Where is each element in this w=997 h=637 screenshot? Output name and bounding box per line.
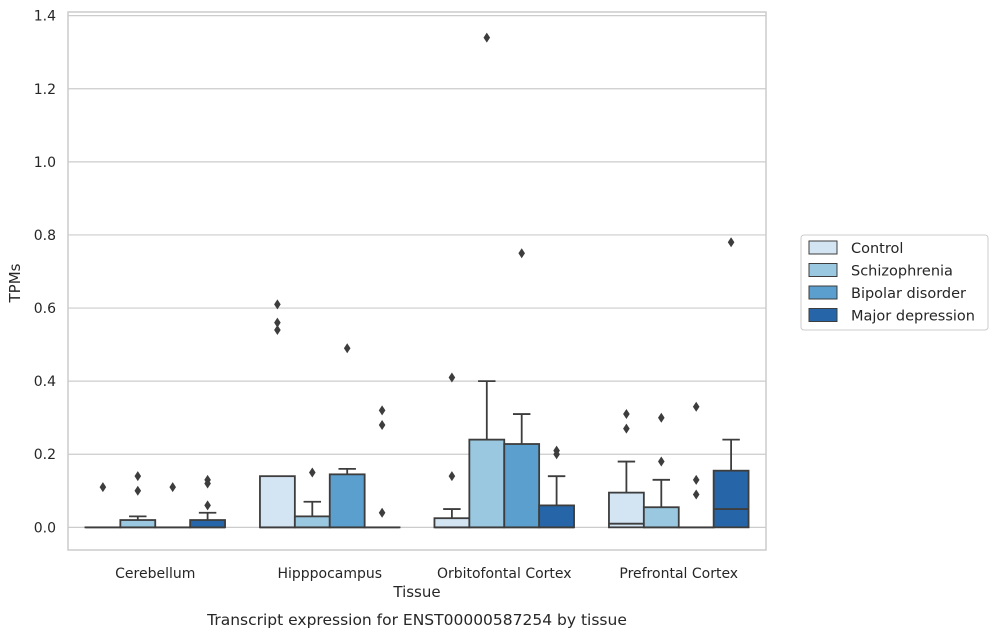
box-control	[259, 299, 296, 529]
box-schizophrenia	[119, 471, 157, 529]
box-control	[608, 409, 645, 529]
outlier-point	[134, 471, 142, 482]
legend-swatch	[808, 263, 838, 277]
box-iqr	[328, 473, 366, 529]
y-tick-label: 1.0	[34, 155, 56, 171]
box-iqr	[503, 443, 541, 529]
outlier-point	[274, 324, 281, 335]
box-iqr	[293, 515, 331, 529]
outlier-point	[623, 423, 630, 434]
box-iqr	[538, 504, 575, 529]
x-tick-label: Cerebellum	[115, 566, 195, 582]
box-iqr	[189, 519, 226, 529]
outlier-point	[483, 32, 491, 43]
y-tick-label: 0.0	[34, 520, 56, 536]
outlier-point	[378, 507, 386, 518]
outlier-point	[448, 471, 456, 482]
outlier-point	[274, 317, 281, 328]
outlier-point	[727, 237, 735, 248]
box-iqr	[119, 519, 157, 529]
outlier-point	[204, 474, 211, 485]
outlier-point	[309, 467, 316, 478]
x-axis-label: Tissue	[392, 583, 440, 601]
outlier-point	[169, 482, 176, 493]
x-tick-label: Hipppocampus	[277, 566, 382, 582]
box-major-depression	[363, 405, 401, 529]
legend-frame	[800, 234, 989, 331]
outlier-point	[553, 445, 560, 456]
box-bipolar-disorder	[154, 482, 192, 529]
outlier-point	[658, 412, 665, 423]
outlier-point	[692, 489, 700, 500]
box-iqr	[608, 491, 645, 529]
outlier-point	[343, 343, 351, 354]
box-iqr	[468, 438, 506, 529]
y-tick-label: 1.4	[34, 9, 56, 25]
box-bipolar-disorder	[503, 248, 541, 529]
outlier-point	[448, 372, 456, 383]
box-iqr	[433, 517, 471, 529]
legend-swatch	[808, 308, 838, 322]
outlier-point	[692, 474, 700, 485]
outlier-point	[99, 482, 107, 493]
y-tick-label: 0.2	[34, 447, 56, 463]
y-tick-label: 0.8	[34, 228, 56, 244]
plot-area	[84, 32, 750, 529]
y-tick-label: 0.6	[34, 301, 56, 317]
outlier-point	[378, 420, 386, 431]
box-control	[84, 482, 122, 529]
legend-label: Schizophrenia	[851, 264, 953, 280]
outlier-point	[134, 485, 142, 496]
legend-label: Major depression	[851, 309, 975, 325]
box-iqr	[712, 469, 750, 529]
outlier-point	[274, 299, 281, 310]
box-major-depression	[189, 474, 226, 529]
plot-frame	[67, 11, 767, 551]
y-axis-label: TPMs	[6, 263, 24, 303]
x-axis-ticks: Cerebellum Hipppocampus Orbitofontal Corte…	[115, 566, 738, 582]
box-major-depression	[712, 237, 750, 529]
legend-label: Control	[851, 241, 903, 257]
outlier-point	[518, 248, 525, 259]
legend-swatch	[808, 285, 838, 300]
x-tick-label: Orbitofontal Cortex	[437, 566, 572, 582]
box-control	[433, 372, 471, 529]
outlier-point	[378, 405, 386, 416]
outlier-point	[623, 409, 630, 420]
legend: Control Schizophrenia Bipolar disorder Majo…	[800, 234, 989, 331]
legend-swatch	[808, 240, 838, 255]
chart-caption: Transcript expression for ENST0000058725…	[206, 611, 627, 629]
box-iqr	[642, 506, 680, 529]
box-schizophrenia	[293, 467, 331, 529]
box-bipolar-disorder	[328, 343, 366, 529]
box-major-depression	[538, 445, 575, 529]
box-schizophrenia	[468, 32, 506, 529]
outlier-point	[204, 500, 211, 511]
box-iqr	[259, 475, 296, 529]
y-axis-ticks: 0.0 0.2 0.4 0.6 0.8 1.0 1.2 1.4	[34, 9, 56, 537]
gridlines	[68, 15, 766, 528]
y-tick-label: 0.4	[34, 374, 56, 390]
outlier-point	[692, 401, 700, 412]
x-tick-label: Prefrontal Cortex	[619, 566, 738, 582]
legend-label: Bipolar disorder	[851, 286, 966, 302]
y-tick-label: 1.2	[34, 82, 56, 98]
outlier-point	[658, 456, 665, 467]
box-bipolar-disorder	[677, 401, 715, 529]
box-schizophrenia	[642, 412, 680, 529]
